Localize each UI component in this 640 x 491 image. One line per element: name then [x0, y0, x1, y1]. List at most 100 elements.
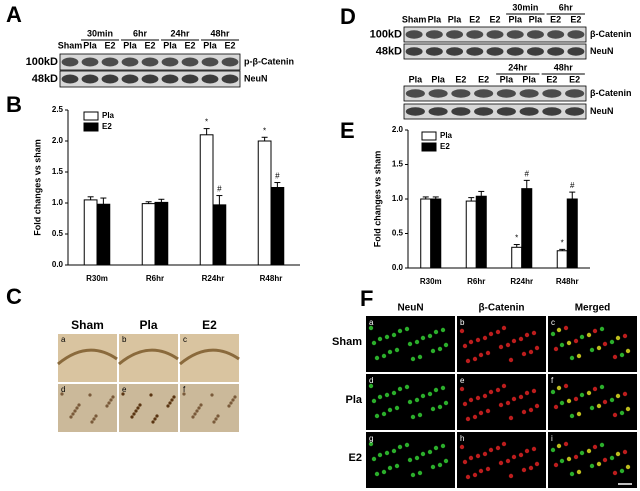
cell	[501, 383, 507, 389]
cell	[596, 345, 602, 351]
subpanel-label: a	[61, 335, 66, 344]
band	[61, 57, 79, 67]
cell	[427, 333, 433, 339]
cell	[391, 332, 397, 338]
band-label: NeuN	[590, 46, 614, 56]
cell	[488, 331, 494, 337]
cell	[615, 393, 621, 399]
y-axis-label: Fold changes vs sham	[32, 139, 42, 236]
cell	[524, 448, 530, 454]
cell	[462, 401, 468, 407]
group-label: 6hr	[133, 28, 148, 38]
cell	[534, 403, 540, 409]
cell	[475, 337, 481, 343]
bar	[475, 195, 487, 269]
lane-label: E2	[224, 40, 235, 50]
cell	[417, 354, 423, 360]
significance-marker: #	[525, 169, 530, 178]
cell	[550, 389, 556, 395]
cell	[111, 395, 115, 399]
cell	[602, 399, 608, 405]
cell	[511, 338, 517, 344]
cell	[216, 414, 220, 418]
cell	[619, 352, 625, 358]
column-label: NeuN	[397, 303, 423, 314]
cell	[609, 397, 615, 403]
lane-label: E2	[144, 40, 155, 50]
cell	[472, 356, 478, 362]
legend-swatch	[83, 111, 99, 121]
bar	[141, 203, 156, 266]
band	[81, 57, 99, 67]
band	[405, 30, 423, 39]
cell	[592, 328, 598, 334]
cell	[586, 332, 592, 338]
band	[496, 107, 516, 116]
subpanel-label: c	[551, 318, 555, 327]
cell	[371, 340, 377, 346]
band	[451, 107, 471, 116]
cell	[210, 393, 214, 397]
cell	[199, 403, 203, 407]
group-label: 48hr	[554, 62, 574, 72]
cell	[433, 445, 439, 451]
tissue-layer	[179, 348, 240, 366]
cell	[579, 450, 585, 456]
lane-label: E2	[478, 74, 489, 84]
group-label: 48hr	[210, 28, 230, 38]
band	[141, 74, 159, 84]
cell	[563, 383, 569, 389]
lane-label: Pla	[431, 74, 446, 84]
cell	[197, 406, 201, 410]
cell	[622, 333, 628, 339]
cell	[495, 329, 501, 335]
lane-label: E2	[184, 40, 195, 50]
cell	[550, 447, 556, 453]
cell	[384, 450, 390, 456]
band	[567, 47, 585, 56]
subpanel-label: h	[460, 434, 464, 443]
band	[141, 57, 159, 67]
histology-image	[180, 384, 239, 432]
cell	[168, 401, 172, 405]
cell	[569, 413, 575, 419]
cell	[602, 341, 608, 347]
cell	[440, 443, 446, 449]
cell	[524, 332, 530, 338]
subpanel-label: a	[369, 318, 374, 327]
cell	[381, 353, 387, 359]
cell	[404, 384, 410, 390]
cell	[153, 417, 157, 421]
band	[428, 89, 448, 98]
cell	[443, 458, 449, 464]
cell	[485, 466, 491, 472]
cell	[231, 398, 235, 402]
cell	[579, 392, 585, 398]
y-tick-label: 2.0	[52, 136, 64, 145]
panel-letter: D	[340, 4, 356, 29]
band	[425, 30, 443, 39]
cell	[563, 325, 569, 331]
lane-label: E2	[569, 74, 580, 84]
cell	[566, 340, 572, 346]
band	[542, 89, 562, 98]
cell	[387, 349, 393, 355]
band	[221, 57, 239, 67]
bar	[257, 140, 272, 266]
x-tick-label: R48hr	[260, 274, 283, 283]
bar	[212, 204, 227, 266]
bar	[199, 134, 214, 266]
legend-label: Pla	[440, 131, 453, 140]
cell	[377, 452, 383, 458]
cell	[430, 348, 436, 354]
cell	[511, 396, 517, 402]
bar	[556, 250, 568, 269]
band	[201, 74, 219, 84]
cell	[427, 449, 433, 455]
cell	[495, 387, 501, 393]
significance-marker: *	[205, 118, 208, 127]
cell	[569, 355, 575, 361]
y-tick-label: 0.5	[52, 229, 64, 238]
tissue-layer	[57, 348, 118, 366]
